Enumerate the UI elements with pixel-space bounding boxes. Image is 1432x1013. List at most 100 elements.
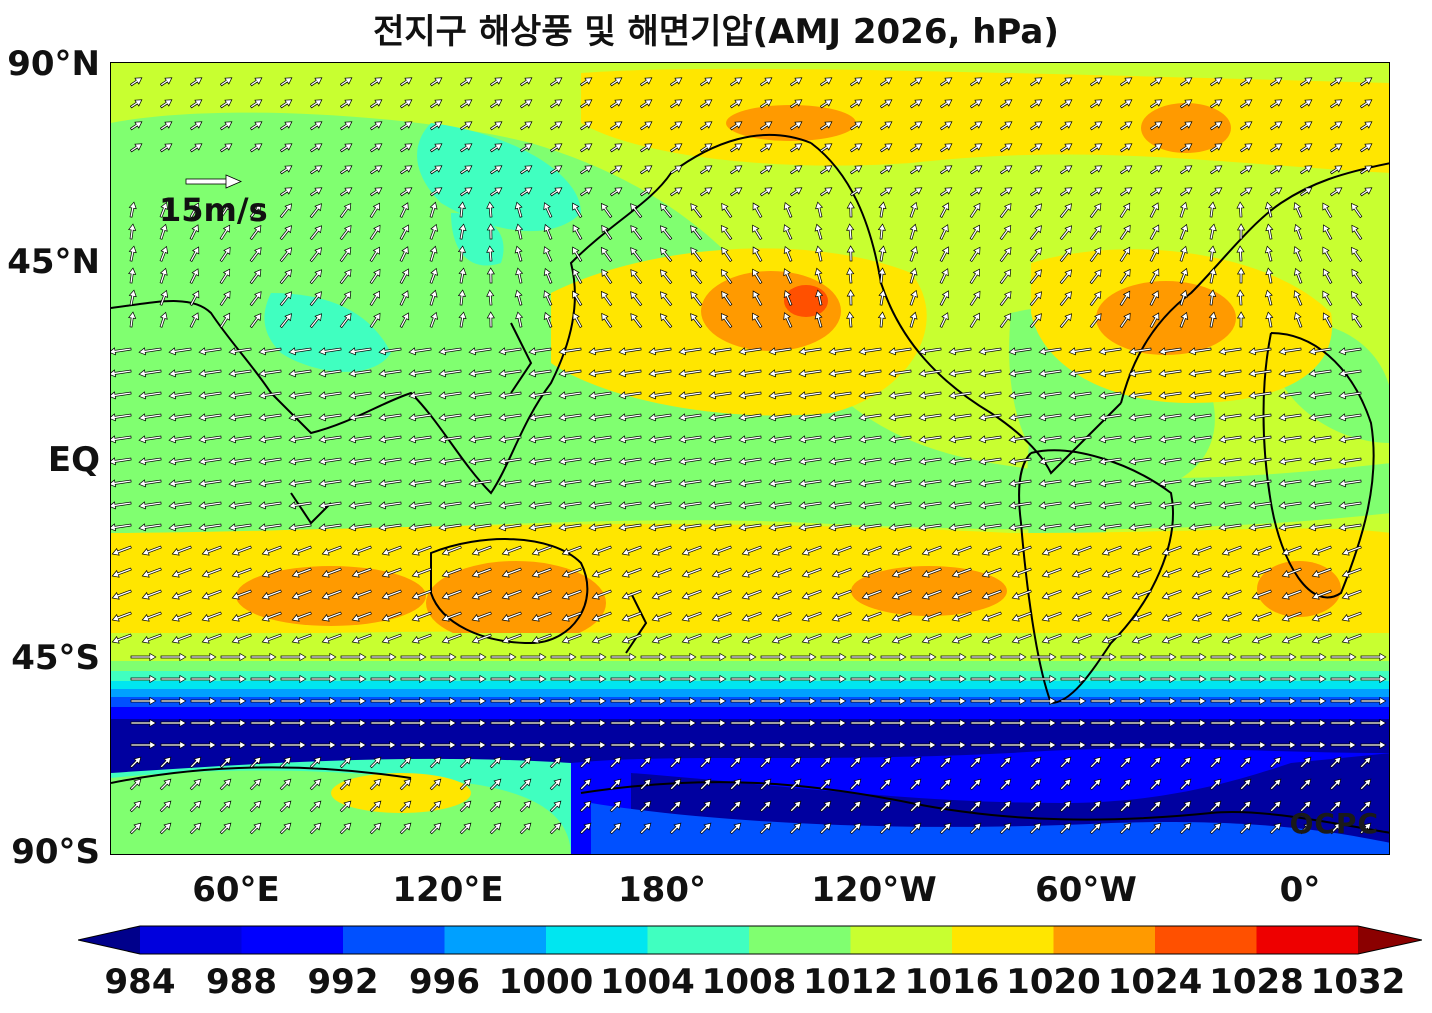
wind-vector (291, 567, 312, 578)
wind-vector (1059, 203, 1072, 219)
wind-vector (591, 633, 612, 644)
wind-vector (1239, 77, 1253, 87)
wind-vector (130, 652, 157, 662)
colorbar-tick-label: 996 (409, 962, 480, 1002)
wind-vector (498, 413, 522, 422)
wind-vector (690, 247, 703, 263)
wind-vector (531, 611, 552, 622)
wind-vector (759, 121, 773, 131)
wind-vector (831, 589, 852, 600)
wind-vector (579, 99, 593, 109)
wind-vector (1030, 740, 1057, 750)
wind-vector (429, 223, 438, 240)
wind-vector (258, 435, 282, 444)
wind-vector (340, 674, 367, 684)
wind-vector (1068, 347, 1092, 356)
wind-vector (111, 413, 132, 422)
wind-vector (910, 652, 937, 662)
wind-vector (528, 457, 552, 466)
wind-vector (1119, 202, 1131, 219)
wind-vector (850, 674, 877, 684)
wind-vector (408, 501, 432, 510)
wind-vector (249, 203, 262, 219)
wind-vector (699, 778, 712, 791)
wind-vector (520, 718, 547, 728)
wind-vector (408, 435, 432, 444)
wind-vector (969, 778, 982, 791)
wind-vector (572, 246, 583, 262)
wind-vector (486, 201, 495, 218)
wind-vector (708, 457, 732, 466)
wind-vector (939, 121, 953, 131)
wind-vector (1179, 77, 1193, 87)
wind-vector (189, 290, 200, 306)
wind-vector (220, 740, 247, 750)
wind-vector (1265, 223, 1274, 240)
wind-vector (1188, 501, 1212, 510)
wind-vector (618, 523, 642, 532)
wind-vector (549, 77, 563, 87)
wind-vector (1059, 822, 1072, 835)
wind-vector (711, 545, 732, 556)
wind-vector (1240, 740, 1267, 750)
wind-vector (310, 696, 337, 706)
wind-vector (730, 696, 757, 706)
wind-vector (1210, 740, 1237, 750)
wind-vector (670, 674, 697, 684)
wind-vector (1089, 99, 1103, 109)
wind-vector (588, 435, 612, 444)
wind-vector (561, 633, 582, 644)
wind-vector (519, 77, 533, 87)
wind-vector (141, 633, 162, 644)
wind-vector (430, 740, 457, 750)
wind-vector (1059, 121, 1073, 131)
wind-vector (228, 457, 252, 466)
wind-vector (1089, 203, 1102, 219)
wind-vector (1351, 224, 1363, 241)
wind-vector (370, 740, 397, 750)
lat-label-90n: 90°N (7, 44, 100, 84)
wind-vector (1128, 347, 1152, 356)
wind-vector (618, 391, 642, 400)
wind-vector (399, 187, 413, 197)
wind-vector (340, 652, 367, 662)
wind-vector (138, 523, 162, 532)
wind-vector (128, 267, 137, 284)
wind-vector (819, 800, 832, 813)
wind-vector (909, 822, 922, 835)
wind-vector (1269, 822, 1282, 835)
wind-vector (909, 223, 918, 240)
wind-vector (1158, 347, 1182, 356)
wind-vector (231, 545, 252, 556)
wind-vector (561, 567, 582, 578)
wind-vector (159, 267, 168, 284)
colorbar-segment (952, 926, 1054, 954)
wind-vector (1131, 589, 1152, 600)
wind-vector (729, 99, 743, 109)
wind-vector (1011, 567, 1032, 578)
wind-vector (1119, 121, 1133, 131)
wind-vector (543, 223, 553, 240)
wind-vector (1008, 391, 1032, 400)
wind-vector (669, 800, 682, 813)
wind-vector (609, 165, 623, 175)
wind-vector (486, 267, 495, 284)
wind-vector (1038, 523, 1062, 532)
wind-vector (609, 756, 622, 769)
wind-vector (1299, 99, 1313, 109)
wind-vector (190, 652, 217, 662)
wind-vector (1119, 187, 1133, 197)
wind-vector (970, 740, 997, 750)
wind-vector (601, 312, 613, 329)
wind-vector (399, 224, 410, 240)
wind-vector (939, 143, 953, 153)
wind-vector (1179, 143, 1193, 153)
wind-vector (438, 479, 462, 488)
wind-vector (1038, 501, 1062, 510)
wind-vector (219, 99, 233, 109)
wind-vector (738, 369, 762, 378)
wind-vector (1308, 523, 1332, 532)
wind-vector (1119, 756, 1132, 769)
wind-vector (1359, 143, 1373, 153)
wind-vector (783, 312, 793, 328)
